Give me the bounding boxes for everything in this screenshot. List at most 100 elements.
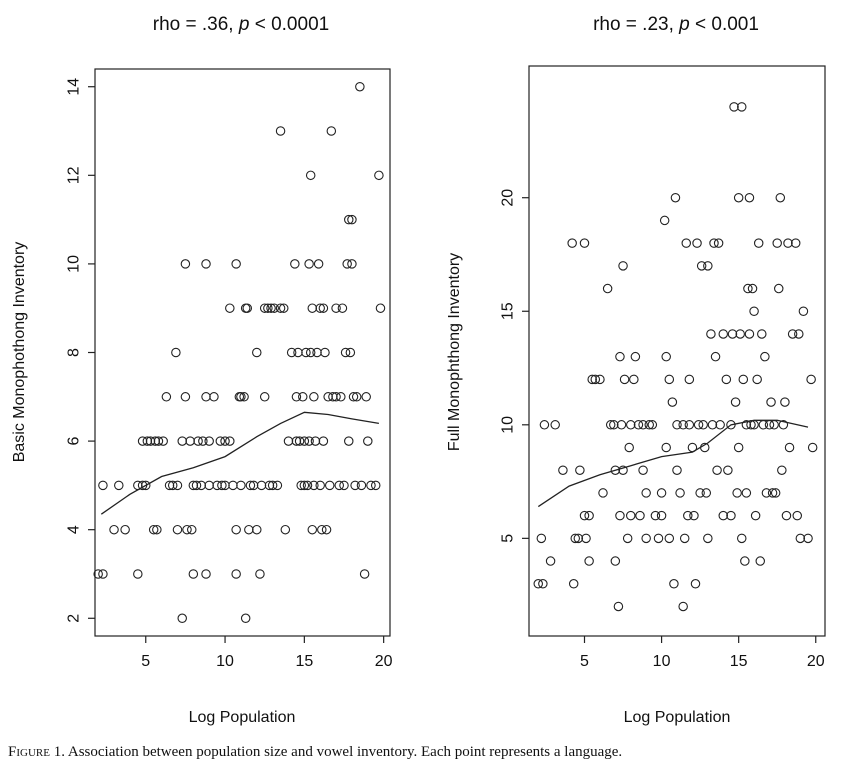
data-point [366, 480, 376, 491]
data-point [718, 510, 728, 521]
data-point [667, 397, 678, 407]
data-point [334, 480, 344, 491]
data-point [729, 102, 739, 112]
data-point [539, 420, 550, 430]
data-point [215, 436, 226, 446]
data-point [186, 524, 197, 535]
data-point [344, 214, 354, 225]
data-point [315, 480, 325, 491]
data-point [743, 283, 753, 294]
data-point [803, 533, 813, 544]
data-point [575, 465, 585, 475]
data-point [773, 283, 784, 294]
data-point [263, 303, 273, 313]
data-point [598, 488, 608, 498]
data-point [595, 374, 605, 385]
data-point [275, 126, 286, 136]
data-point [240, 613, 251, 624]
data-point [313, 259, 324, 269]
data-point [98, 569, 108, 579]
data-point [348, 392, 359, 402]
data-point [661, 351, 671, 362]
data-point [153, 436, 164, 446]
data-point [225, 436, 235, 446]
data-point [790, 238, 801, 248]
data-point [298, 392, 308, 402]
x-tick-label: 20 [375, 653, 393, 670]
data-point [807, 442, 818, 453]
data-point [310, 436, 321, 446]
data-point [692, 238, 702, 248]
data-point [701, 488, 712, 498]
data-point [619, 374, 630, 385]
data-point [236, 480, 246, 491]
data-point [732, 488, 742, 498]
data-point [114, 480, 124, 491]
y-tick-label: 8 [66, 348, 83, 357]
data-point [242, 303, 253, 313]
data-point [188, 569, 199, 579]
data-point [570, 533, 580, 544]
data-point [304, 259, 314, 269]
data-point [347, 214, 357, 225]
data-point [709, 238, 719, 248]
data-point [137, 436, 148, 446]
data-point [635, 510, 645, 521]
data-point [304, 436, 314, 446]
data-point [695, 488, 705, 498]
data-point [321, 524, 332, 535]
data-point [193, 436, 203, 446]
panel-right-x-label: Log Population [624, 709, 731, 726]
data-point [752, 374, 762, 385]
data-point [684, 420, 695, 430]
data-point [120, 524, 130, 535]
data-point [259, 392, 270, 402]
panel-right-points [533, 102, 818, 612]
data-point [278, 303, 289, 313]
data-point [356, 480, 367, 491]
data-point [161, 392, 172, 402]
data-point [172, 480, 183, 491]
data-point [736, 533, 747, 544]
data-point [538, 579, 548, 589]
panel-right: rho = .23, p < 0.001 5 10 15 20 5 10 15 20 Log… [446, 14, 826, 726]
data-point [266, 303, 276, 313]
data-point [201, 569, 211, 579]
data-point [172, 524, 183, 535]
data-point [625, 510, 636, 521]
data-point [312, 347, 322, 358]
data-point [753, 238, 764, 248]
data-point [191, 480, 202, 491]
data-point [272, 480, 283, 491]
data-point [659, 215, 670, 226]
data-point [109, 524, 119, 535]
y-tick-label: 6 [66, 437, 83, 446]
data-point [344, 436, 354, 446]
panel-right-y-label: Full Monophthong Inventory [446, 253, 463, 451]
data-point [331, 392, 341, 402]
data-point [689, 510, 699, 521]
data-point [760, 351, 770, 362]
data-point [536, 533, 547, 544]
data-point [351, 392, 362, 402]
data-point [347, 259, 357, 269]
data-point [182, 524, 192, 535]
data-point [533, 579, 543, 589]
data-point [231, 259, 241, 269]
data-point [679, 533, 690, 544]
data-point [678, 420, 688, 430]
data-point [307, 524, 318, 535]
data-point [664, 533, 675, 544]
data-point [656, 488, 667, 498]
data-point [244, 524, 254, 535]
data-point [315, 303, 325, 313]
data-point [252, 347, 262, 358]
data-point [587, 374, 597, 385]
data-point [209, 392, 219, 402]
data-point [318, 436, 329, 446]
data-point [761, 488, 772, 498]
data-point [610, 465, 621, 475]
data-point [590, 374, 601, 385]
data-point [545, 556, 556, 566]
data-point [615, 510, 625, 521]
